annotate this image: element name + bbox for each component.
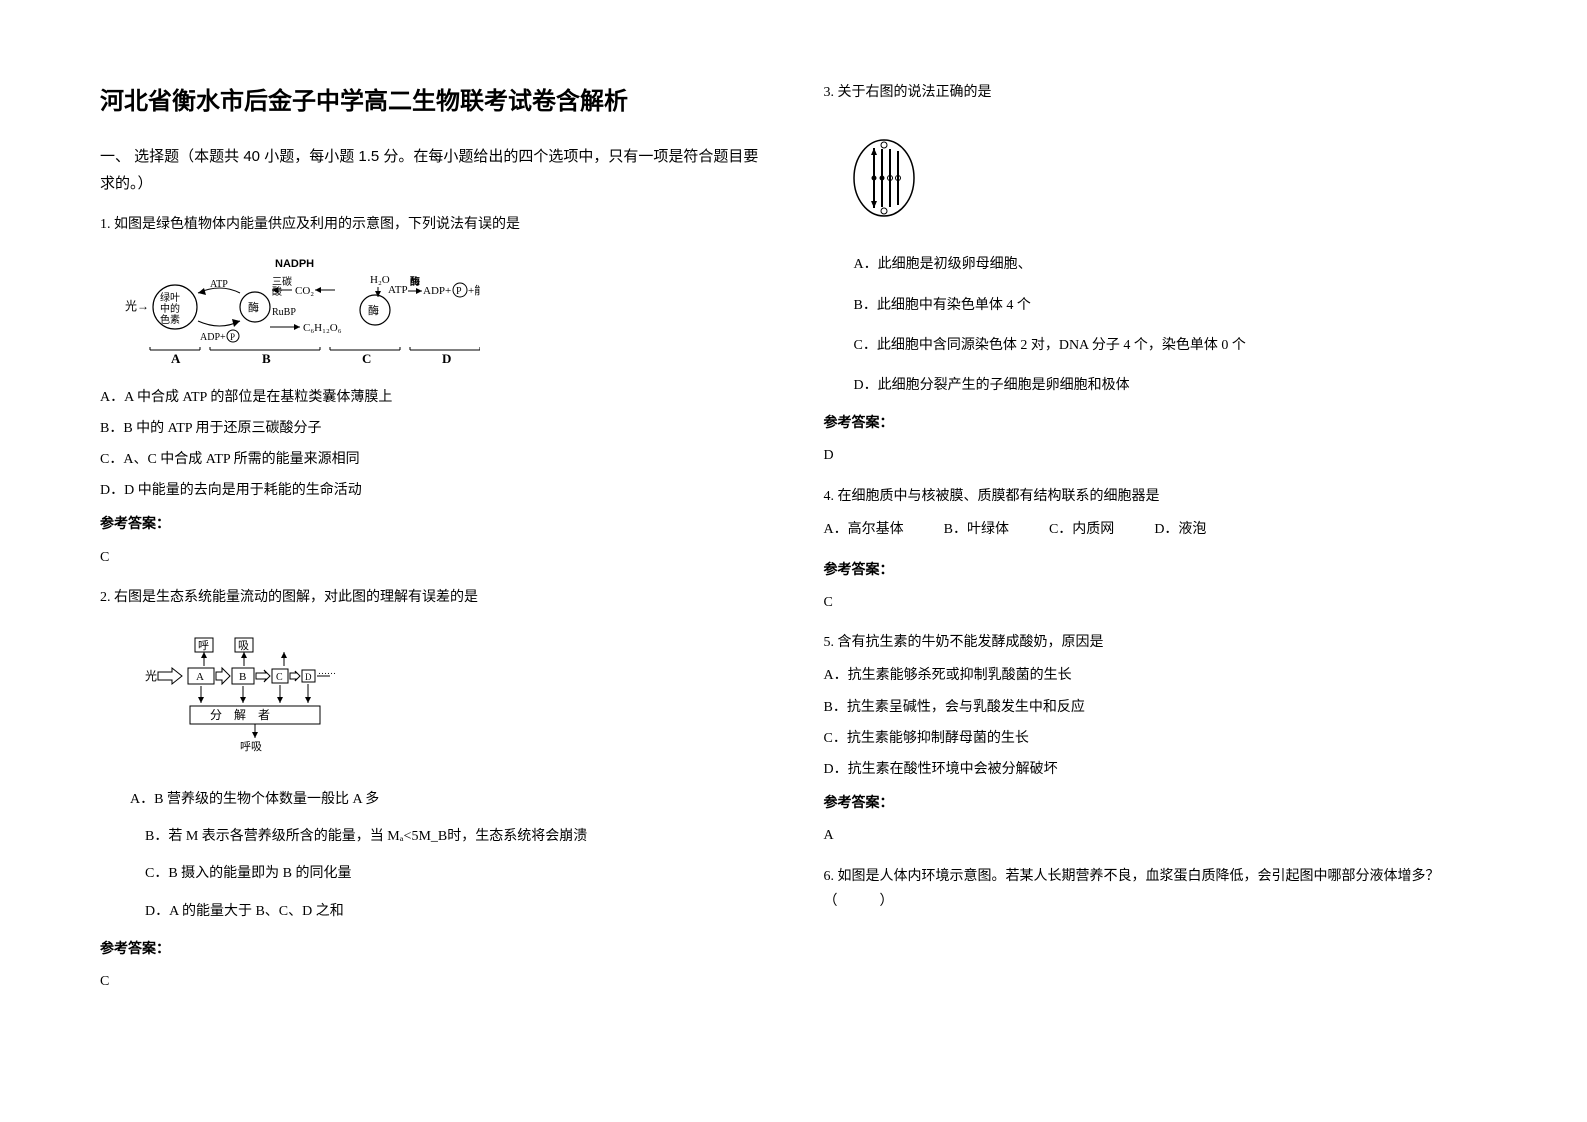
svg-text:D: D — [305, 672, 312, 682]
svg-text:酶: 酶 — [410, 275, 420, 288]
inline-options: A．高尔基体 B．叶绿体 C．内质网 D．液泡 — [824, 517, 1488, 542]
question-5: 5. 含有抗生素的牛奶不能发酵成酸奶，原因是 A．抗生素能够杀死或抑制乳酸菌的生… — [824, 630, 1488, 848]
question-6: 6. 如图是人体内环境示意图。若某人长期营养不良，血浆蛋白质降低，会引起图中哪部… — [824, 864, 1488, 914]
question-2: 2. 右图是生态系统能量流动的图解，对此图的理解有误差的是 呼 吸 光 A B — [100, 585, 764, 995]
svg-text:C: C — [276, 672, 283, 683]
answer-value: D — [824, 443, 1488, 468]
option-b: B．若 M 表示各营养级所含的能量，当 Mₐ<5M_B时，生态系统将会崩溃 — [145, 824, 764, 849]
option-c: C．A、C 中合成 ATP 所需的能量来源相同 — [100, 447, 764, 472]
option-b: B．叶绿体 — [944, 517, 1009, 542]
option-a: A．B 营养级的生物个体数量一般比 A 多 — [130, 787, 764, 812]
question-text: 1. 如图是绿色植物体内能量供应及利用的示意图，下列说法有误的是 — [100, 212, 764, 237]
svg-text:呼: 呼 — [198, 639, 209, 652]
answer-label: 参考答案： — [100, 936, 764, 961]
svg-text:光→: 光→ — [125, 299, 149, 313]
question-text: 2. 右图是生态系统能量流动的图解，对此图的理解有误差的是 — [100, 585, 764, 610]
answer-value: C — [100, 969, 764, 994]
option-b: B．B 中的 ATP 用于还原三碳酸分子 — [100, 416, 764, 441]
right-column: 3. 关于右图的说法正确的是 A．此细胞是初级卵母细胞 — [824, 80, 1488, 1009]
diagram-energy-flow: 呼 吸 光 A B C D — [140, 628, 340, 768]
svg-text:ADP+: ADP+ — [423, 285, 451, 297]
svg-text:呼吸: 呼吸 — [240, 740, 262, 753]
svg-text:NADPH: NADPH — [275, 258, 314, 270]
answer-value: C — [824, 590, 1488, 615]
answer-value: A — [824, 823, 1488, 848]
answer-label: 参考答案： — [824, 790, 1488, 815]
option-d: D．抗生素在酸性环境中会被分解破坏 — [824, 757, 1488, 782]
exam-title: 河北省衡水市后金子中学高二生物联考试卷含解析 — [100, 80, 764, 123]
question-1: 1. 如图是绿色植物体内能量供应及利用的示意图，下列说法有误的是 NADPH 光… — [100, 212, 764, 570]
svg-text:ADP+: ADP+ — [200, 332, 226, 343]
option-d: D．D 中能量的去向是用于耗能的生命活动 — [100, 478, 764, 503]
diagram-cell-division — [844, 133, 924, 223]
question-3: 3. 关于右图的说法正确的是 A．此细胞是初级卵母细胞 — [824, 80, 1488, 469]
svg-text:C: C — [362, 351, 371, 365]
option-a: A．A 中合成 ATP 的部位是在基粒类囊体薄膜上 — [100, 385, 764, 410]
svg-text:+能量: +能量 — [468, 283, 480, 297]
option-c: C．B 摄入的能量即为 B 的同化量 — [145, 861, 764, 886]
svg-text:C₆H₁₂O₆: C₆H₁₂O₆ — [303, 322, 342, 334]
svg-text:中的: 中的 — [160, 302, 180, 315]
svg-text:色素: 色素 — [160, 313, 180, 326]
svg-text:CO₂: CO₂ — [295, 285, 314, 297]
option-c: C．此细胞中含同源染色体 2 对，DNA 分子 4 个，染色单体 0 个 — [854, 333, 1488, 358]
option-d: D．此细胞分裂产生的子细胞是卵细胞和极体 — [854, 373, 1488, 398]
svg-text:酶: 酶 — [368, 304, 379, 317]
option-c: C．内质网 — [1049, 517, 1114, 542]
answer-label: 参考答案： — [100, 511, 764, 536]
answer-value: C — [100, 545, 764, 570]
svg-text:A: A — [171, 351, 181, 365]
option-a: A．此细胞是初级卵母细胞、 — [854, 252, 1488, 277]
page-container: 河北省衡水市后金子中学高二生物联考试卷含解析 一、 选择题（本题共 40 小题，… — [100, 80, 1487, 1009]
svg-text:H₂O: H₂O — [370, 274, 390, 286]
question-text: 6. 如图是人体内环境示意图。若某人长期营养不良，血浆蛋白质降低，会引起图中哪部… — [824, 864, 1488, 914]
option-d: D．A 的能量大于 B、C、D 之和 — [145, 899, 764, 924]
option-b: B．抗生素呈碱性，会与乳酸发生中和反应 — [824, 695, 1488, 720]
question-text: 5. 含有抗生素的牛奶不能发酵成酸奶，原因是 — [824, 630, 1488, 655]
option-b: B．此细胞中有染色单体 4 个 — [854, 293, 1488, 318]
svg-text:B: B — [262, 351, 271, 365]
left-column: 河北省衡水市后金子中学高二生物联考试卷含解析 一、 选择题（本题共 40 小题，… — [100, 80, 764, 1009]
option-a: A．抗生素能够杀死或抑制乳酸菌的生长 — [824, 663, 1488, 688]
svg-text:……: …… — [318, 666, 336, 676]
svg-text:B: B — [239, 671, 246, 683]
svg-text:P: P — [230, 332, 235, 342]
svg-text:P: P — [456, 286, 462, 297]
question-text: 3. 关于右图的说法正确的是 — [824, 80, 1488, 105]
option-d: D．液泡 — [1154, 517, 1206, 542]
diagram-photosynthesis: NADPH 光→ 绿叶 中的 色素 ATP ADP+ P 酶 三碳 酸 — [120, 255, 480, 365]
svg-text:分 解 者: 分 解 者 — [210, 708, 270, 722]
svg-text:A: A — [196, 671, 204, 683]
svg-text:ATP: ATP — [210, 279, 228, 290]
svg-text:ATP: ATP — [388, 284, 408, 296]
svg-text:D: D — [442, 351, 451, 365]
option-c: C．抗生素能够抑制酵母菌的生长 — [824, 726, 1488, 751]
section-header: 一、 选择题（本题共 40 小题，每小题 1.5 分。在每小题给出的四个选项中，… — [100, 143, 764, 197]
question-text: 4. 在细胞质中与核被膜、质膜都有结构联系的细胞器是 — [824, 484, 1488, 509]
answer-label: 参考答案： — [824, 410, 1488, 435]
question-4: 4. 在细胞质中与核被膜、质膜都有结构联系的细胞器是 A．高尔基体 B．叶绿体 … — [824, 484, 1488, 616]
answer-label: 参考答案： — [824, 557, 1488, 582]
svg-text:RuBP: RuBP — [272, 307, 296, 318]
option-a: A．高尔基体 — [824, 517, 904, 542]
svg-text:酶: 酶 — [248, 301, 259, 314]
svg-text:绿叶: 绿叶 — [160, 291, 180, 304]
svg-text:光: 光 — [145, 669, 157, 683]
svg-text:吸: 吸 — [238, 640, 249, 652]
